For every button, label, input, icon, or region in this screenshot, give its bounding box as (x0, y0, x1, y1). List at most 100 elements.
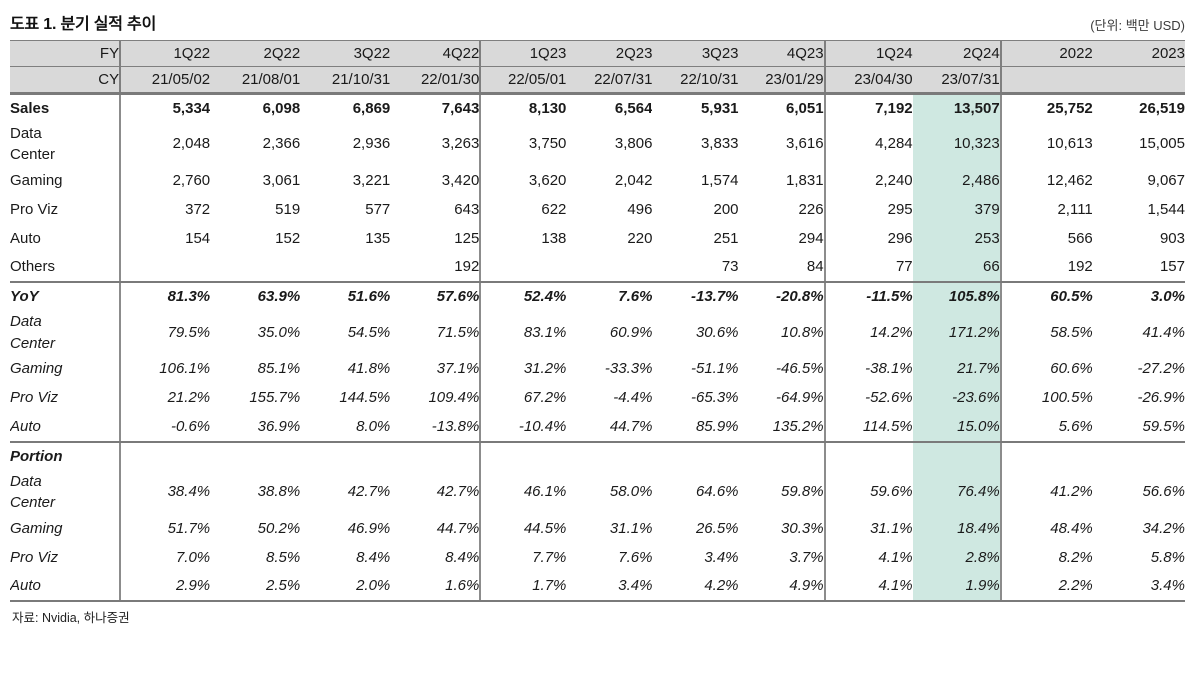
value-cell: 253 (912, 224, 1001, 253)
value-cell: 577 (365, 200, 391, 218)
value-cell: 379 (912, 195, 1001, 224)
value-cell: 496 (627, 200, 653, 218)
value-cell: 21.2% (119, 383, 211, 413)
table-row: Others 192 73 84 77 66 192 157 (10, 253, 1185, 283)
value-cell (999, 440, 1093, 471)
value-cell: 7.6% (566, 281, 653, 311)
value-cell: -13.8% (390, 412, 481, 443)
value-cell: 41.2% (999, 470, 1093, 514)
source-note: 자료: Nvidia, 하나증권 (12, 611, 130, 625)
value-cell: 31.1% (609, 519, 653, 537)
col-header-3Q23: 3Q23 (652, 40, 739, 67)
value-cell: 56.6% (1142, 483, 1185, 501)
cy-row-label: CY (10, 66, 121, 95)
row-label: Pro Viz (10, 548, 59, 566)
value-cell: 155.7% (249, 389, 301, 407)
value-cell: 42.7% (347, 483, 391, 501)
value-cell: 251 (713, 229, 739, 247)
fy-row-label: FY (10, 40, 121, 67)
value-cell: -23.6% (912, 383, 1001, 413)
table-row: Auto 154 152 135 125 138 220 251 294 296 253 566 903 (10, 224, 1185, 253)
section-portion: Portion Data Center 38.4% 38.8% 42.7% 42.7% 46… (10, 440, 1185, 602)
value-cell: 903 (1159, 229, 1185, 247)
value-cell: 226 (798, 200, 824, 218)
value-cell: 4.1% (823, 572, 913, 602)
value-cell: 21.7% (912, 354, 1001, 384)
value-cell: 372 (119, 195, 211, 224)
value-cell: 4.9% (738, 572, 825, 602)
value-cell: 15,005 (1139, 135, 1185, 153)
value-cell: 44.7% (566, 412, 653, 443)
value-cell: 5.8% (1150, 548, 1185, 566)
value-cell: 1,544 (1147, 200, 1185, 218)
value-cell: 3,750 (479, 122, 567, 166)
cy-date-cell: 22/07/31 (566, 66, 653, 95)
value-cell: 3.0% (1092, 281, 1185, 311)
value-cell: 85.1% (257, 360, 301, 378)
value-cell: 8.0% (300, 412, 391, 443)
col-header-4Q22: 4Q22 (390, 40, 481, 67)
section-yoy: YoY 81.3% 63.9% 51.6% 57.6% 52.4% 7.6% -13.7% -2… (10, 281, 1185, 443)
value-cell: 54.5% (347, 323, 391, 341)
row-label: Others (10, 253, 121, 283)
value-cell: -38.1% (823, 354, 913, 384)
value-cell: 10,613 (999, 122, 1093, 166)
value-cell: 295 (823, 195, 913, 224)
cy-date-cell: 21/05/02 (119, 66, 211, 95)
value-cell: 9,067 (1147, 171, 1185, 189)
value-cell: 3.4% (566, 572, 653, 602)
value-cell: -33.3% (604, 360, 653, 378)
value-cell: 8,130 (479, 93, 567, 123)
value-cell: 46.9% (347, 519, 391, 537)
cy-date-cell: 22/05/01 (479, 66, 567, 95)
value-cell: 622 (479, 195, 567, 224)
value-cell: 154 (119, 224, 211, 253)
row-label: Gaming (10, 360, 63, 378)
cy-date-cell (999, 66, 1093, 95)
row-label: YoY (10, 281, 121, 311)
value-cell: 8.4% (445, 548, 480, 566)
value-cell: 26,519 (1139, 99, 1185, 117)
value-cell: 109.4% (428, 389, 480, 407)
cy-date-cell: 22/01/30 (390, 66, 481, 95)
value-cell: 34.2% (1142, 519, 1185, 537)
value-cell (652, 440, 739, 471)
value-cell: -64.9% (776, 389, 824, 407)
value-cell: 2,760 (119, 166, 211, 195)
table-row: Data Center 38.4% 38.8% 42.7% 42.7% 46.1% 58.0… (10, 470, 1185, 514)
row-label: Pro Viz (10, 389, 59, 407)
value-cell: 7.0% (119, 543, 211, 572)
value-cell: 66 (912, 253, 1001, 283)
value-cell: 125 (454, 229, 480, 247)
table-row: Pro Viz 372 519 577 643 622 496 200 226 295 379 2,1… (10, 195, 1185, 224)
value-cell (119, 440, 211, 471)
col-header-2022: 2022 (999, 40, 1093, 67)
value-cell: 12,462 (999, 166, 1093, 195)
value-cell: 138 (479, 224, 567, 253)
value-cell: 77 (823, 253, 913, 283)
value-cell: 220 (627, 229, 653, 247)
value-cell: 2.0% (300, 572, 391, 602)
value-cell: 51.6% (300, 281, 391, 311)
value-cell: 2.9% (119, 572, 211, 602)
value-cell: 1,574 (700, 171, 739, 189)
cy-date-cell: 23/07/31 (912, 66, 1001, 95)
value-cell (912, 440, 1001, 471)
value-cell: 5.6% (999, 412, 1093, 443)
table-row: Gaming 106.1% 85.1% 41.8% 37.1% 31.2% -33.3% -5… (10, 354, 1185, 384)
value-cell: -0.6% (119, 412, 211, 443)
value-cell: 3,263 (441, 135, 480, 153)
table-row: Auto -0.6% 36.9% 8.0% -13.8% -10.4% 44.7% 85.9%… (10, 412, 1185, 443)
value-cell: 30.3% (781, 519, 824, 537)
report-page: 도표 1. 분기 실적 추이 (단위: 백만 USD) FY 1Q22 2Q22 3Q… (10, 16, 1185, 625)
value-cell: 84 (738, 253, 825, 283)
cy-date-cell: 22/10/31 (652, 66, 739, 95)
value-cell: 6,051 (786, 99, 824, 117)
value-cell: 13,507 (912, 93, 1001, 123)
value-cell: 144.5% (339, 389, 391, 407)
value-cell: 8.2% (999, 543, 1093, 572)
cy-date-cell (1092, 66, 1185, 95)
value-cell: 6,869 (352, 99, 391, 117)
row-label: Data Center (10, 472, 56, 512)
value-cell (479, 440, 567, 471)
